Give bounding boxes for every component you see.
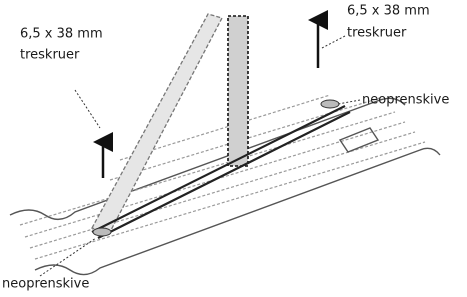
vertical-post bbox=[228, 16, 248, 166]
leader-line bbox=[75, 90, 100, 128]
label: neoprenskive bbox=[2, 277, 89, 292]
neoprene-washer bbox=[321, 100, 339, 108]
label: 6,5 x 38 mm bbox=[347, 4, 430, 19]
leader-line bbox=[40, 238, 96, 276]
installation-diagram: 6,5 x 38 mm treskruer 6,5 x 38 mm treskr… bbox=[0, 0, 467, 293]
label: 6,5 x 38 mm bbox=[20, 27, 103, 42]
leader-line bbox=[322, 36, 345, 48]
leader-line bbox=[338, 100, 360, 104]
panel-top-edge bbox=[10, 98, 405, 219]
label: neoprenskive bbox=[362, 93, 449, 108]
corrugation bbox=[30, 132, 415, 248]
roof-panel bbox=[10, 95, 440, 275]
neoprene-washer bbox=[93, 228, 111, 236]
label: treskruer bbox=[347, 26, 407, 41]
label: treskruer bbox=[20, 48, 80, 63]
